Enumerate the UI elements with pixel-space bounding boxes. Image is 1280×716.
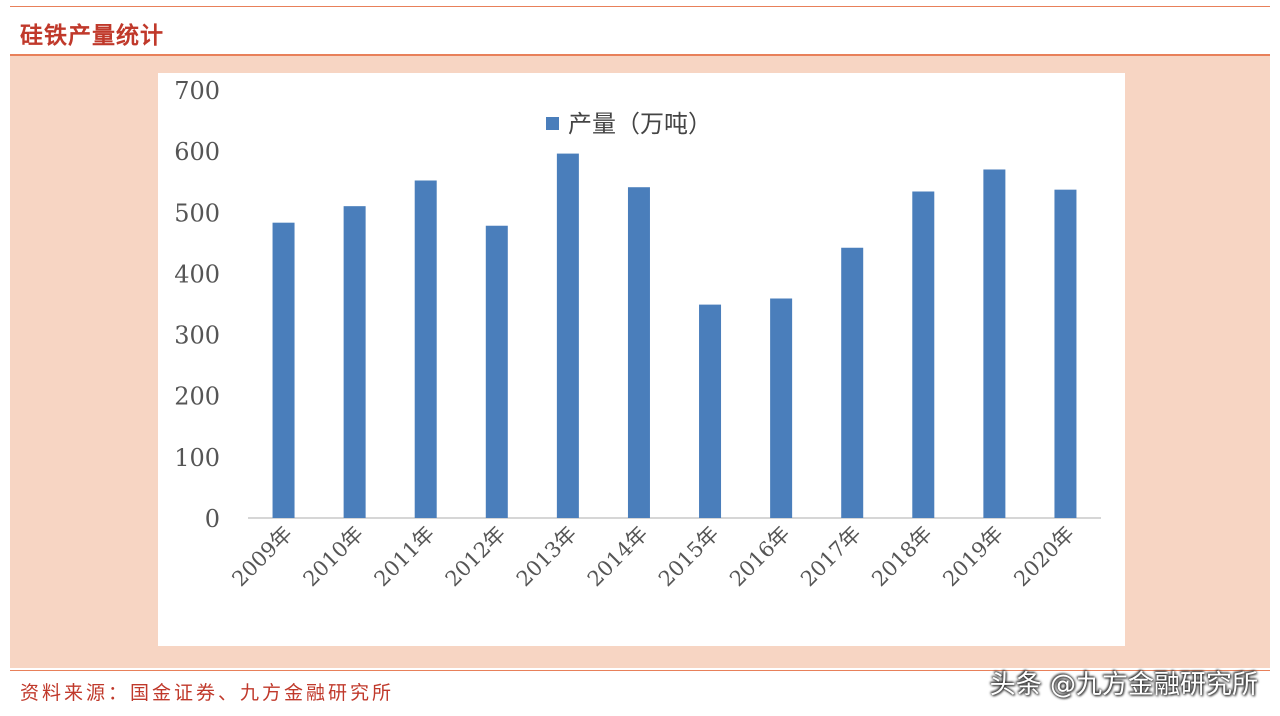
x-tick-label: 2017年	[796, 522, 866, 592]
page-title: 硅铁产量统计	[20, 22, 164, 49]
bar	[699, 304, 722, 518]
bar	[414, 180, 437, 518]
source-note: 资料来源：国金证券、九方金融研究所	[20, 682, 395, 704]
x-tick-label: 2016年	[725, 522, 795, 592]
y-tick-label: 700	[174, 77, 220, 105]
bar	[770, 298, 793, 518]
bar	[627, 187, 650, 518]
watermark: 头条 @九方金融研究所	[989, 670, 1258, 700]
bar	[485, 225, 508, 519]
x-tick-label: 2009年	[227, 522, 297, 592]
chart-area: 0 100 200 300 400 500 600 700 2009年 2010年 2011年 201…	[158, 73, 1125, 646]
y-tick-label: 500	[174, 199, 220, 227]
x-tick-label: 2013年	[512, 522, 582, 592]
bar	[556, 153, 579, 518]
bottom-rule	[10, 670, 1270, 671]
legend-swatch	[546, 117, 559, 130]
y-tick-label: 600	[174, 138, 220, 166]
y-tick-label: 200	[174, 383, 220, 411]
bar	[912, 191, 935, 519]
x-tick-label: 2014年	[583, 522, 653, 592]
bar	[983, 169, 1006, 518]
x-tick-label: 2018年	[867, 522, 937, 592]
y-tick-label: 100	[174, 444, 220, 472]
x-tick-label: 2011年	[370, 522, 440, 592]
header-rule	[10, 54, 1270, 56]
y-tick-label: 0	[205, 505, 220, 533]
bar	[1054, 189, 1077, 519]
bar	[841, 247, 864, 518]
x-tick-label: 2012年	[441, 522, 511, 592]
x-tick-label: 2010年	[299, 522, 369, 592]
bar	[343, 206, 366, 518]
y-tick-label: 300	[174, 322, 220, 350]
y-tick-label: 400	[174, 260, 220, 288]
legend-label: 产量（万吨）	[568, 110, 712, 138]
x-tick-label: 2019年	[938, 522, 1008, 592]
x-tick-label: 2020年	[1009, 522, 1079, 592]
x-tick-label: 2015年	[654, 522, 724, 592]
top-rule	[10, 6, 1270, 7]
bar	[272, 222, 295, 518]
